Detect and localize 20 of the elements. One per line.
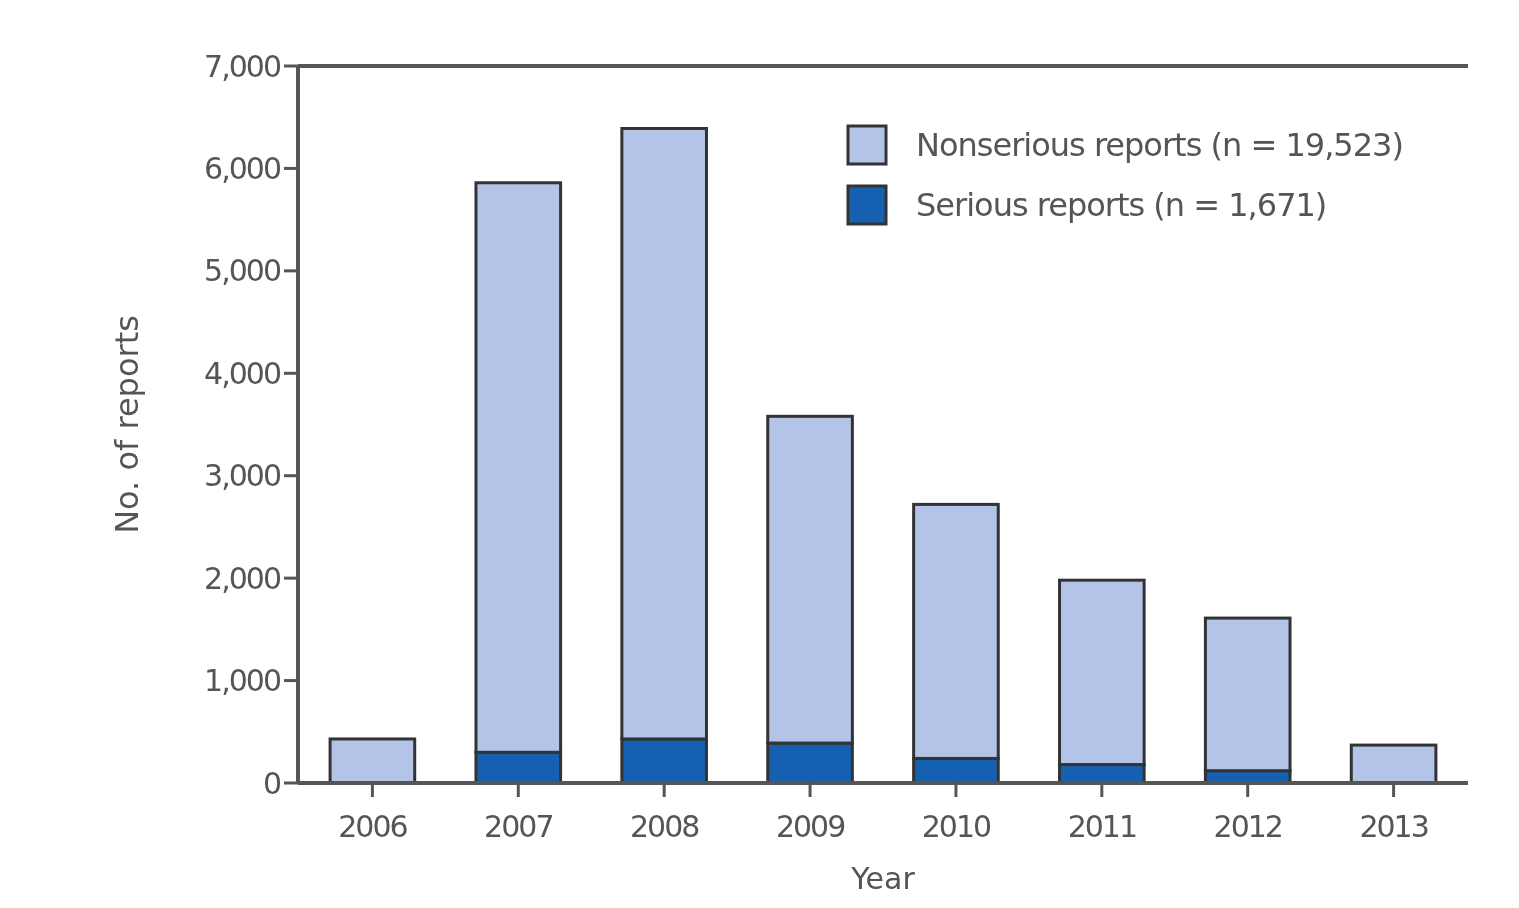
y-axis-title: No. of reports <box>108 315 146 534</box>
x-tick-label: 2007 <box>484 809 553 844</box>
y-tick-label: 0 <box>262 765 281 801</box>
legend-label: Serious reports (n = 1,671) <box>916 186 1327 225</box>
y-tick-label: 4,000 <box>204 355 281 391</box>
x-tick-label: 2006 <box>338 809 408 844</box>
y-tick-label: 1,000 <box>204 663 281 699</box>
y-tick-label: 7,000 <box>204 48 281 84</box>
x-tick-label: 2008 <box>629 809 700 844</box>
legend-label: Nonserious reports (n = 19,523) <box>916 126 1403 165</box>
x-tick-label: 2012 <box>1213 809 1282 844</box>
x-tick-label: 2013 <box>1359 809 1428 844</box>
y-tick-label: 2,000 <box>204 560 281 596</box>
x-tick-label: 2010 <box>921 809 992 844</box>
x-tick-label: 2009 <box>775 809 845 844</box>
x-tick-label: 2011 <box>1067 809 1137 844</box>
y-tick-label: 3,000 <box>204 458 281 494</box>
y-tick-label: 5,000 <box>204 253 281 289</box>
x-axis-title: Year <box>850 861 916 896</box>
y-tick-label: 6,000 <box>204 150 281 186</box>
